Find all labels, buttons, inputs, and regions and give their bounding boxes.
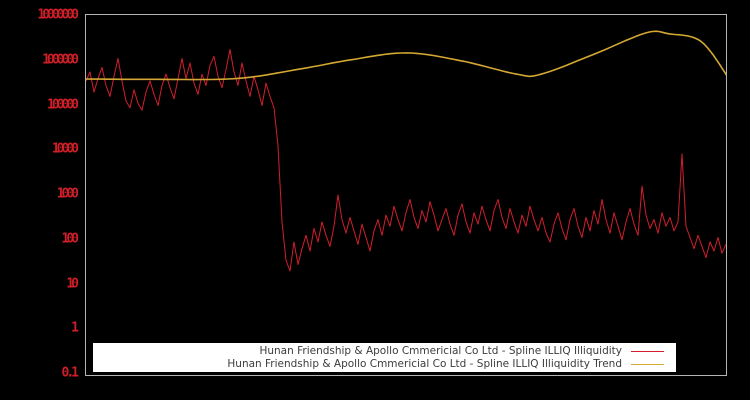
y-axis: 10000000 1000000 100000 10000 1000 100 10 1 0.1 (0, 0, 80, 400)
legend-label-illiquidity: Hunan Friendship & Apollo Cmmericial Co … (259, 344, 622, 357)
legend-line-sample-red (631, 350, 664, 352)
y-tick-label: 0.1 (61, 365, 80, 381)
legend: Hunan Friendship & Apollo Cmmericial Co … (93, 343, 676, 372)
illiquidity-line-series (86, 49, 726, 272)
illiquidity-trend-line (86, 30, 726, 81)
legend-item-illiquidity: Hunan Friendship & Apollo Cmmericial Co … (97, 345, 664, 358)
legend-line-sample-yellow (631, 363, 664, 365)
y-tick-label: 100000 (47, 97, 79, 112)
plot-canvas (86, 30, 726, 272)
y-tick-label: 1000 (56, 186, 79, 202)
legend-item-trend: Hunan Friendship & Apollo Cmmericial Co … (97, 358, 664, 371)
plot-area (85, 14, 727, 376)
y-tick-label: 10000 (51, 141, 79, 157)
y-tick-label: 10000000 (37, 7, 79, 23)
y-tick-label: 1000000 (42, 52, 79, 68)
y-tick-label: 1 (71, 320, 79, 336)
y-tick-label: 10 (66, 276, 79, 291)
y-tick-label: 100 (61, 231, 80, 247)
legend-label-trend: Hunan Friendship & Apollo Cmmericial Co … (227, 357, 622, 370)
